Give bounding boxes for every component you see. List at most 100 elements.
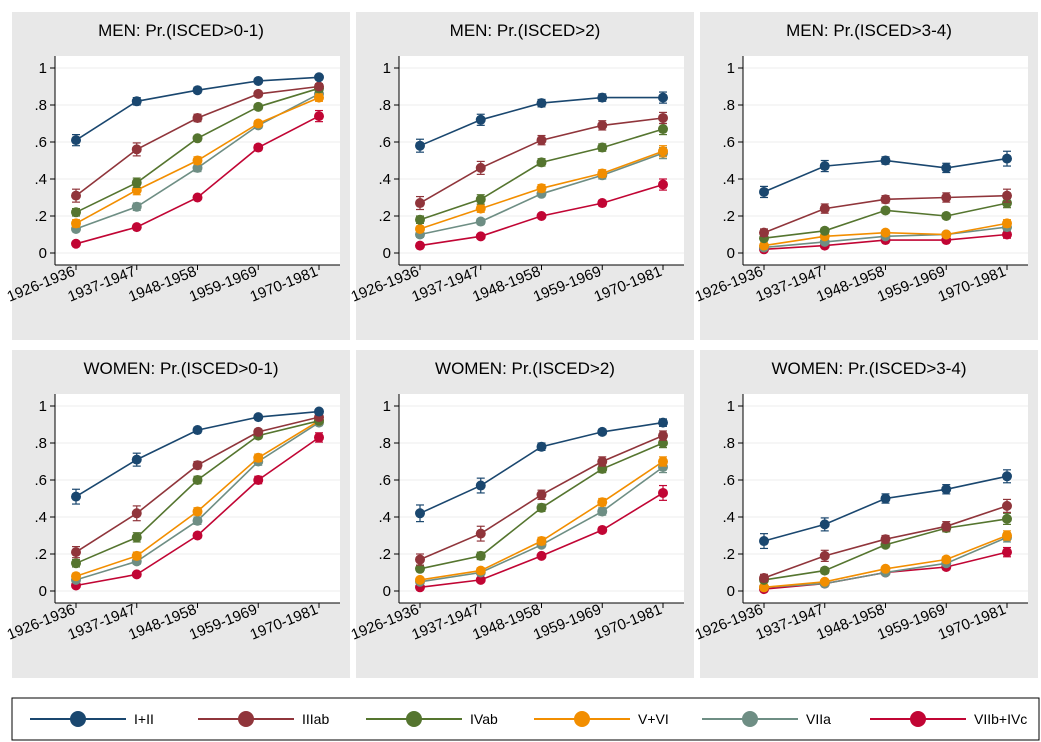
data-point (314, 406, 324, 417)
y-tick-label: 0 (383, 583, 391, 600)
data-point (71, 238, 81, 249)
data-point (415, 508, 425, 519)
panel-title: WOMEN: Pr.(ISCED>2) (435, 359, 615, 378)
legend-box (11, 697, 1040, 741)
data-point (131, 201, 142, 212)
legend-marker (70, 711, 86, 727)
series-i-ii (759, 150, 1012, 199)
data-point (475, 528, 486, 539)
y-tick-label: .8 (34, 435, 47, 452)
legend: I+II IIIab IVab V+VI VIIa VIIb+IVc (11, 697, 1040, 741)
series-iiiab (71, 81, 324, 203)
panel-title: MEN: Pr.(ISCED>3-4) (786, 21, 952, 40)
series-i-ii (415, 91, 668, 153)
y-tick-label: 1 (39, 398, 47, 415)
series-v-vi (71, 415, 324, 582)
data-point (658, 430, 668, 441)
series-i-ii (71, 72, 324, 147)
series-viib-ivc (71, 109, 324, 249)
data-point (131, 532, 142, 543)
y-tick-label: 1 (727, 398, 735, 415)
data-point (415, 214, 425, 225)
y-tick-label: .4 (34, 171, 47, 188)
data-point (1002, 547, 1012, 558)
data-point (819, 576, 830, 587)
panel-4: WOMEN: Pr.(ISCED>0-1)0.2.4.6.811926-1936… (5, 350, 350, 678)
data-point (475, 231, 486, 242)
data-point (192, 460, 203, 471)
series-i-ii (71, 406, 324, 505)
data-point (658, 124, 668, 135)
series-iiiab (71, 412, 324, 559)
data-point (1002, 229, 1012, 240)
y-tick-label: .6 (34, 134, 47, 151)
legend-item-iiiab: IIIab (198, 711, 329, 727)
series-viib-ivc (415, 484, 668, 593)
data-point (192, 425, 203, 436)
data-point (880, 227, 891, 238)
y-tick-label: .2 (722, 546, 735, 563)
data-point (941, 484, 952, 495)
y-tick-label: 1 (727, 60, 735, 77)
y-tick-label: 0 (727, 245, 735, 262)
y-tick-label: 1 (39, 60, 47, 77)
panel-6: WOMEN: Pr.(ISCED>3-4)0.2.4.6.811926-1936… (693, 350, 1038, 678)
data-point (131, 96, 142, 107)
data-point (131, 550, 142, 561)
y-tick-label: .6 (722, 134, 735, 151)
data-point (819, 550, 830, 561)
data-point (1002, 153, 1012, 164)
data-point (597, 120, 608, 131)
legend-item-ivab: IVab (366, 711, 498, 727)
data-point (314, 72, 324, 83)
data-point (941, 162, 952, 173)
data-point (880, 205, 891, 216)
y-tick-label: .8 (378, 435, 391, 452)
legend-marker (406, 711, 422, 727)
data-point (71, 190, 81, 201)
data-point (597, 506, 608, 517)
y-tick-label: 1 (383, 398, 391, 415)
data-point (253, 475, 264, 485)
data-point (536, 489, 547, 500)
data-point (536, 98, 547, 109)
y-tick-label: .6 (34, 472, 47, 489)
data-point (759, 186, 769, 197)
series-iiiab (759, 498, 1012, 584)
series-ivab (71, 83, 324, 218)
data-point (759, 573, 769, 584)
data-point (475, 480, 486, 491)
data-point (475, 203, 486, 214)
data-point (192, 162, 203, 173)
legend-item-v-vi: V+VI (534, 711, 669, 727)
legend-item-viib-ivc: VIIb+IVc (870, 711, 1027, 727)
data-point (192, 515, 203, 526)
series-ivab (415, 122, 668, 225)
data-point (253, 101, 264, 112)
y-tick-label: .4 (378, 509, 391, 526)
data-point (658, 456, 668, 467)
panel-2: MEN: Pr.(ISCED>2)0.2.4.6.811926-19361937… (349, 12, 694, 340)
data-point (658, 92, 668, 103)
data-point (536, 135, 547, 146)
data-point (253, 142, 264, 153)
data-point (415, 140, 425, 151)
data-point (658, 487, 668, 498)
data-point (71, 135, 81, 146)
data-point (658, 146, 668, 157)
data-point (597, 456, 608, 467)
data-point (192, 133, 203, 144)
data-point (314, 432, 324, 443)
data-point (314, 92, 324, 103)
series-v-vi (415, 456, 668, 585)
y-tick-label: .8 (722, 97, 735, 114)
y-tick-label: .8 (378, 97, 391, 114)
data-point (819, 565, 830, 576)
data-point (819, 161, 830, 172)
data-point (131, 569, 142, 580)
data-point (759, 582, 769, 593)
data-point (536, 183, 547, 194)
series-viib-ivc (415, 178, 668, 251)
data-point (597, 198, 608, 209)
data-point (1002, 471, 1012, 482)
